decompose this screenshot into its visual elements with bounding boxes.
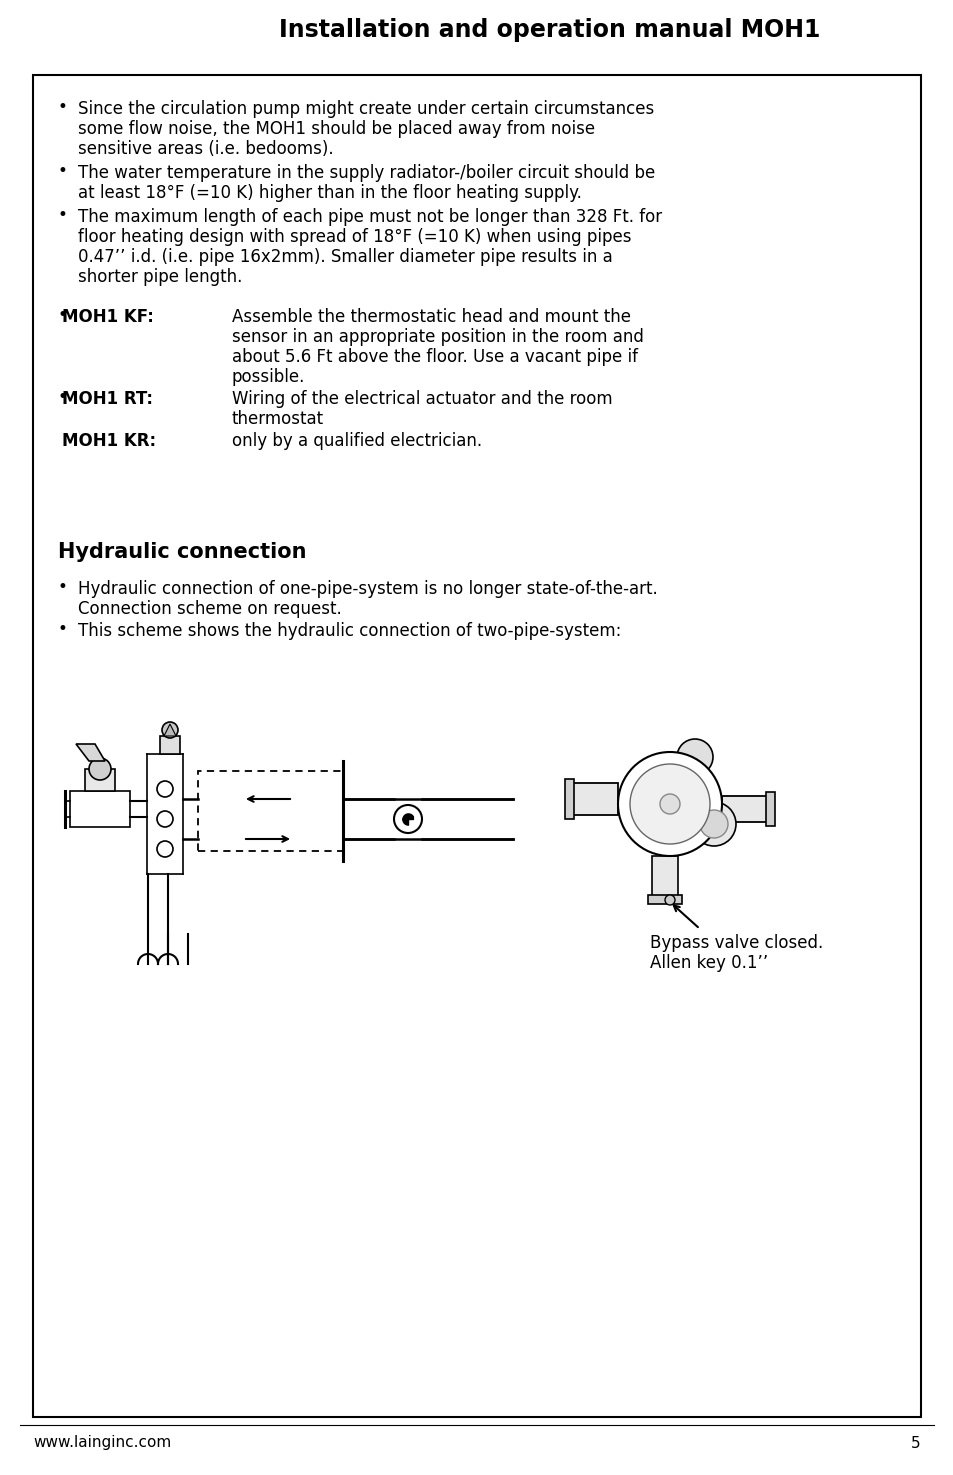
Text: Hydraulic connection of one-pipe-system is no longer state-of-the-art.: Hydraulic connection of one-pipe-system …	[78, 580, 657, 597]
Text: •: •	[58, 305, 68, 324]
Circle shape	[664, 895, 675, 906]
Text: MOH1 KR:: MOH1 KR:	[62, 432, 156, 450]
Text: possible.: possible.	[232, 367, 305, 386]
Text: about 5.6 Ft above the floor. Use a vacant pipe if: about 5.6 Ft above the floor. Use a vaca…	[232, 348, 638, 366]
Bar	[85, 768, 115, 791]
Text: 0.47’’ i.d. (i.e. pipe 16x2mm). Smaller diameter pipe results in a: 0.47’’ i.d. (i.e. pipe 16x2mm). Smaller …	[78, 248, 612, 266]
Text: www.lainginc.com: www.lainginc.com	[33, 1435, 172, 1450]
Text: Installation and operation manual MOH1: Installation and operation manual MOH1	[278, 18, 820, 41]
Text: sensor in an appropriate position in the room and: sensor in an appropriate position in the…	[232, 327, 643, 347]
Circle shape	[157, 780, 172, 797]
Bar	[160, 736, 180, 754]
Circle shape	[162, 721, 178, 738]
Circle shape	[691, 802, 735, 847]
Bar	[651, 855, 678, 895]
Text: This scheme shows the hydraulic connection of two-pipe-system:: This scheme shows the hydraulic connecti…	[78, 622, 620, 640]
Text: •: •	[58, 578, 68, 596]
Circle shape	[618, 752, 721, 855]
Bar	[647, 895, 681, 904]
Circle shape	[677, 739, 712, 774]
Bar	[573, 783, 618, 816]
Text: •: •	[58, 388, 68, 406]
Text: at least 18°F (=10 K) higher than in the floor heating supply.: at least 18°F (=10 K) higher than in the…	[78, 184, 581, 202]
Text: The maximum length of each pipe must not be longer than 328 Ft. for: The maximum length of each pipe must not…	[78, 208, 661, 226]
Bar	[721, 796, 766, 822]
Bar	[70, 791, 130, 827]
Text: sensitive areas (i.e. bedooms).: sensitive areas (i.e. bedooms).	[78, 140, 334, 158]
Text: •: •	[58, 620, 68, 639]
Text: only by a qualified electrician.: only by a qualified electrician.	[232, 432, 481, 450]
Bar	[765, 792, 774, 826]
Text: shorter pipe length.: shorter pipe length.	[78, 268, 242, 286]
Circle shape	[659, 794, 679, 814]
Bar	[564, 779, 574, 819]
Text: •: •	[58, 207, 68, 224]
Polygon shape	[76, 743, 105, 761]
Text: thermostat: thermostat	[232, 410, 324, 428]
Circle shape	[394, 805, 421, 833]
Text: Hydraulic connection: Hydraulic connection	[58, 541, 306, 562]
Text: some flow noise, the MOH1 should be placed away from noise: some flow noise, the MOH1 should be plac…	[78, 119, 595, 139]
Circle shape	[89, 758, 111, 780]
Text: MOH1 KF:: MOH1 KF:	[62, 308, 153, 326]
Text: 5: 5	[910, 1435, 920, 1450]
Text: Allen key 0.1’’: Allen key 0.1’’	[649, 954, 767, 972]
Polygon shape	[164, 724, 175, 736]
Text: MOH1 RT:: MOH1 RT:	[62, 389, 152, 409]
Circle shape	[700, 810, 727, 838]
Circle shape	[629, 764, 709, 844]
Text: Connection scheme on request.: Connection scheme on request.	[78, 600, 341, 618]
Text: •: •	[58, 162, 68, 180]
Text: Since the circulation pump might create under certain circumstances: Since the circulation pump might create …	[78, 100, 654, 118]
Text: The water temperature in the supply radiator-/boiler circuit should be: The water temperature in the supply radi…	[78, 164, 655, 181]
Text: Assemble the thermostatic head and mount the: Assemble the thermostatic head and mount…	[232, 308, 630, 326]
Text: Wiring of the electrical actuator and the room: Wiring of the electrical actuator and th…	[232, 389, 612, 409]
Circle shape	[157, 841, 172, 857]
Text: floor heating design with spread of 18°F (=10 K) when using pipes: floor heating design with spread of 18°F…	[78, 229, 631, 246]
Circle shape	[157, 811, 172, 827]
Text: Bypass valve closed.: Bypass valve closed.	[649, 934, 822, 951]
Text: •: •	[58, 97, 68, 117]
Bar	[198, 771, 343, 851]
